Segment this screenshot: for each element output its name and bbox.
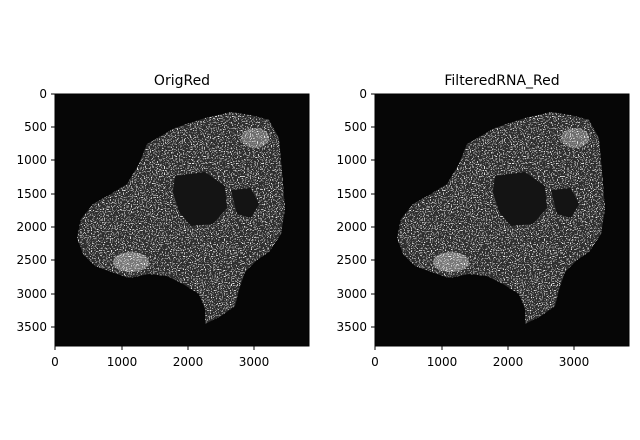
- x-tick-label: 2000: [493, 355, 524, 369]
- x-tick-label: 0: [51, 355, 59, 369]
- panel-title: FilteredRNA_Red: [444, 73, 559, 89]
- x-tick-label: 1000: [107, 355, 138, 369]
- y-tick-label: 3500: [336, 320, 367, 334]
- y-tick-label: 2500: [16, 253, 47, 267]
- image-orig-red: [55, 94, 309, 346]
- x-tick-label: 3000: [239, 355, 270, 369]
- y-tick-label: 2500: [336, 253, 367, 267]
- y-tick-label: 2000: [16, 220, 47, 234]
- y-tick-label: 1000: [16, 153, 47, 167]
- y-tick-label: 1500: [16, 187, 47, 201]
- x-axis-ticks: 0 1000 2000 3000: [371, 346, 589, 369]
- x-axis-ticks: 0 1000 2000 3000: [51, 346, 269, 369]
- x-tick-label: 1000: [427, 355, 458, 369]
- y-tick-label: 0: [359, 87, 367, 101]
- y-tick-label: 1500: [336, 187, 367, 201]
- image-filtered-rna-red: [375, 94, 629, 346]
- y-tick-label: 0: [39, 87, 47, 101]
- right-panel: FilteredRNA_Red 0 1000 2000 3000: [336, 73, 630, 369]
- y-tick-label: 3000: [336, 287, 367, 301]
- y-tick-label: 500: [24, 120, 47, 134]
- x-tick-label: 2000: [173, 355, 204, 369]
- panel-title: OrigRed: [154, 73, 210, 89]
- y-tick-label: 500: [344, 120, 367, 134]
- y-tick-label: 3000: [16, 287, 47, 301]
- y-tick-label: 1000: [336, 153, 367, 167]
- x-tick-label: 3000: [559, 355, 590, 369]
- y-tick-label: 2000: [336, 220, 367, 234]
- y-axis-ticks: 0 500 1000 1500 2000 2500 3000 3500: [336, 87, 375, 334]
- y-tick-label: 3500: [16, 320, 47, 334]
- y-axis-ticks: 0 500 1000 1500 2000 2500 3000 3500: [16, 87, 55, 334]
- x-tick-label: 0: [371, 355, 379, 369]
- left-panel: OrigRed 0 1000 2000 3000: [16, 73, 310, 369]
